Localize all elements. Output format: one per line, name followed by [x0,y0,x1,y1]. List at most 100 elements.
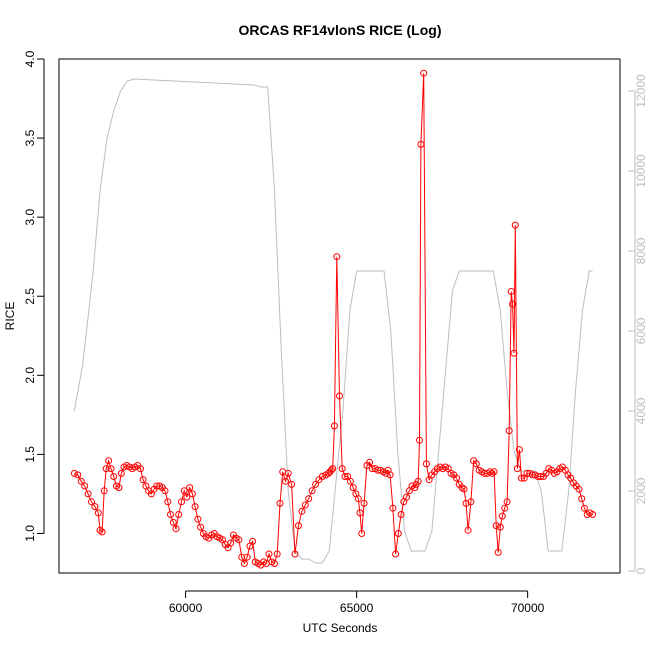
data-point [336,392,343,400]
data-point [183,493,191,501]
data-point [333,253,341,261]
data-point [284,469,292,477]
data-point [77,477,85,485]
data-point [139,476,147,484]
data-point [81,482,89,490]
data-point [513,465,521,473]
red-series [70,69,597,569]
y2-tick-label: 8000 [634,237,648,264]
data-point [537,473,545,480]
data-point [194,515,202,523]
y-axis-label: RICE [3,302,17,331]
data-point [330,422,338,430]
data-point [291,550,299,558]
data-point [403,493,410,501]
data-point [422,460,430,468]
data-point [191,503,199,511]
data-point [327,466,335,474]
data-point [164,498,172,506]
data-point [360,499,368,507]
y2-axis: 0 2000 4000 6000 8000 10000 12000 [628,74,648,574]
y2-tick-label: 0 [634,567,648,574]
data-point [240,560,248,567]
data-point [397,511,405,518]
data-point [346,477,354,485]
data-point [98,528,106,536]
data-point [94,509,102,517]
data-point [467,498,475,506]
data-point [74,471,82,479]
data-point [136,465,144,473]
y-tick-label: 3.5 [23,129,37,146]
gray-series-line [73,78,593,564]
y2-tick-label: 2000 [634,477,648,504]
data-point [511,221,519,229]
x-axis: 60000 65000 70000 [169,590,545,615]
data-point [276,499,284,507]
data-point [249,537,257,545]
data-point [298,507,306,515]
data-point [305,495,313,503]
x-axis-label: UTC Seconds [303,621,378,635]
data-point [510,349,518,357]
data-point [460,485,468,493]
x-tick-label: 65000 [340,601,374,615]
data-point [580,504,588,512]
y-tick-label: 4.0 [23,50,37,67]
data-point [308,487,316,495]
plot-frame [58,58,621,574]
data-point [178,498,185,506]
data-point [107,465,115,473]
data-point [417,140,425,148]
data-point [515,446,523,454]
data-point [238,553,246,561]
data-point [186,484,194,492]
y-tick-label: 2.0 [23,367,37,384]
data-point [507,288,515,295]
data-point [464,526,472,534]
y2-tick-label: 6000 [634,317,648,344]
data-point [575,485,583,493]
y2-tick-label: 12000 [634,74,648,108]
data-point [161,487,169,495]
data-point [462,499,470,507]
data-point [411,484,419,492]
data-point [458,484,466,492]
data-point [301,501,309,509]
data-point [494,548,502,556]
data-point [70,469,78,477]
data-point [518,474,525,482]
data-point [354,495,362,503]
data-point [295,522,302,530]
data-point [356,509,364,517]
y-axis: 1.0 1.5 2.0 2.5 3.0 3.5 4.0 [23,50,45,542]
data-point [384,466,392,474]
x-tick-label: 70000 [511,601,545,615]
data-point [197,523,205,531]
data-point [496,523,504,531]
data-point [318,473,326,480]
data-point [288,480,296,488]
gray-series [73,78,593,564]
y2-tick-label: 4000 [634,397,648,424]
data-point [265,550,273,558]
data-point [453,474,460,482]
y-tick-label: 1.0 [23,525,37,542]
data-point [175,511,183,518]
data-point [392,550,400,558]
data-point [169,518,177,526]
data-point [498,512,506,520]
data-point [110,473,118,480]
data-point [358,530,366,537]
y-tick-label: 3.0 [23,208,37,225]
chart-title: ORCAS RF14vlonS RICE (Log) [238,22,441,38]
y-tick-label: 2.5 [23,288,37,305]
data-point [505,427,513,435]
data-point [492,522,500,530]
data-point [486,468,494,476]
data-point [105,457,113,465]
data-point [472,460,480,468]
y2-tick-label: 10000 [634,154,648,188]
data-point [167,511,174,518]
